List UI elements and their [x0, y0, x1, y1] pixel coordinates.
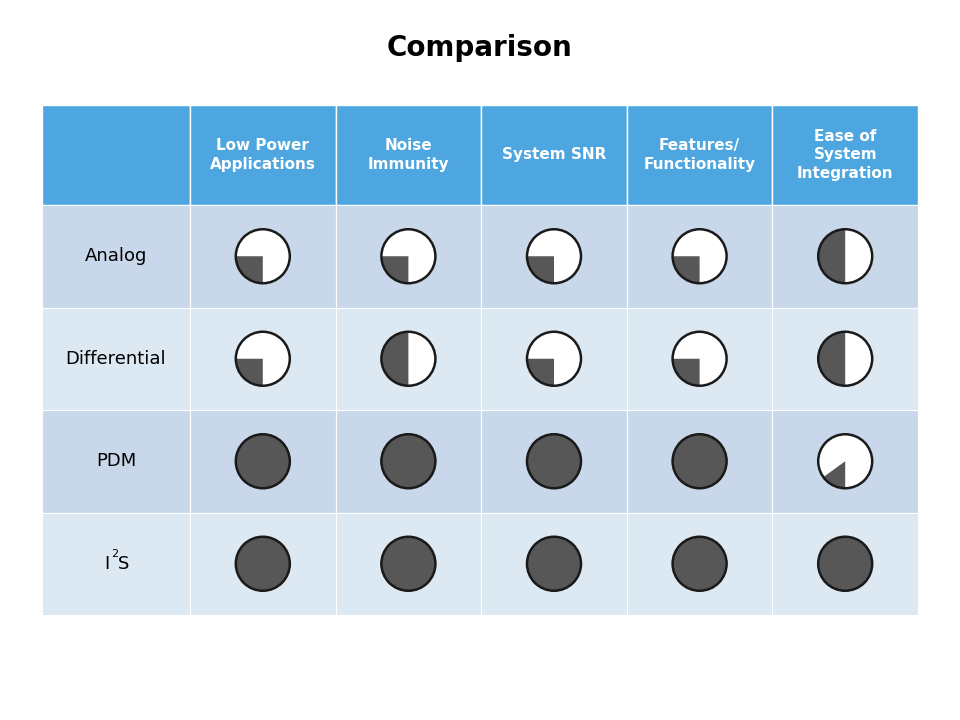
Circle shape: [236, 536, 290, 590]
Wedge shape: [236, 359, 263, 386]
Circle shape: [381, 434, 436, 488]
Text: Comparison: Comparison: [387, 34, 573, 62]
Circle shape: [527, 434, 581, 488]
Bar: [773, 307, 918, 410]
Bar: [42, 410, 190, 513]
Bar: [190, 410, 336, 513]
Bar: [336, 307, 481, 410]
Circle shape: [236, 332, 290, 386]
Bar: [336, 410, 481, 513]
Text: Differential: Differential: [65, 350, 166, 368]
Bar: [627, 105, 773, 205]
Wedge shape: [527, 359, 554, 386]
Circle shape: [527, 332, 581, 386]
Bar: [190, 307, 336, 410]
Bar: [190, 205, 336, 307]
Text: S: S: [118, 554, 130, 572]
Circle shape: [527, 536, 581, 590]
Wedge shape: [236, 256, 263, 283]
Circle shape: [673, 536, 727, 590]
Circle shape: [818, 434, 873, 488]
Bar: [627, 410, 773, 513]
Bar: [42, 205, 190, 307]
Bar: [481, 513, 627, 615]
Text: Noise
Immunity: Noise Immunity: [368, 138, 449, 172]
Wedge shape: [673, 256, 700, 283]
Bar: [627, 513, 773, 615]
Bar: [190, 105, 336, 205]
Circle shape: [818, 332, 873, 386]
Bar: [773, 410, 918, 513]
Bar: [42, 307, 190, 410]
Wedge shape: [527, 256, 554, 283]
Bar: [773, 513, 918, 615]
Bar: [481, 105, 627, 205]
Text: I: I: [105, 554, 110, 572]
Bar: [481, 410, 627, 513]
Bar: [627, 205, 773, 307]
Wedge shape: [381, 332, 408, 386]
Circle shape: [673, 229, 727, 283]
Circle shape: [818, 536, 873, 590]
Bar: [627, 307, 773, 410]
Bar: [336, 105, 481, 205]
Circle shape: [527, 229, 581, 283]
Circle shape: [673, 332, 727, 386]
Wedge shape: [381, 256, 408, 283]
Circle shape: [236, 434, 290, 488]
Bar: [773, 205, 918, 307]
Circle shape: [381, 536, 436, 590]
Text: Low Power
Applications: Low Power Applications: [210, 138, 316, 172]
Bar: [481, 205, 627, 307]
Circle shape: [236, 229, 290, 283]
Wedge shape: [824, 462, 845, 488]
Text: System SNR: System SNR: [502, 148, 606, 163]
Text: Features/
Functionality: Features/ Functionality: [643, 138, 756, 172]
Bar: [336, 205, 481, 307]
Circle shape: [818, 229, 873, 283]
Bar: [336, 513, 481, 615]
Text: Analog: Analog: [84, 247, 147, 265]
Text: 2: 2: [111, 549, 118, 559]
Wedge shape: [818, 229, 845, 283]
Text: Ease of
System
Integration: Ease of System Integration: [797, 129, 894, 181]
Circle shape: [673, 434, 727, 488]
Bar: [42, 513, 190, 615]
Bar: [481, 307, 627, 410]
Bar: [773, 105, 918, 205]
Text: PDM: PDM: [96, 452, 136, 470]
Wedge shape: [818, 332, 845, 386]
Bar: [42, 105, 190, 205]
Circle shape: [381, 229, 436, 283]
Circle shape: [381, 332, 436, 386]
Bar: [190, 513, 336, 615]
Wedge shape: [673, 359, 700, 386]
